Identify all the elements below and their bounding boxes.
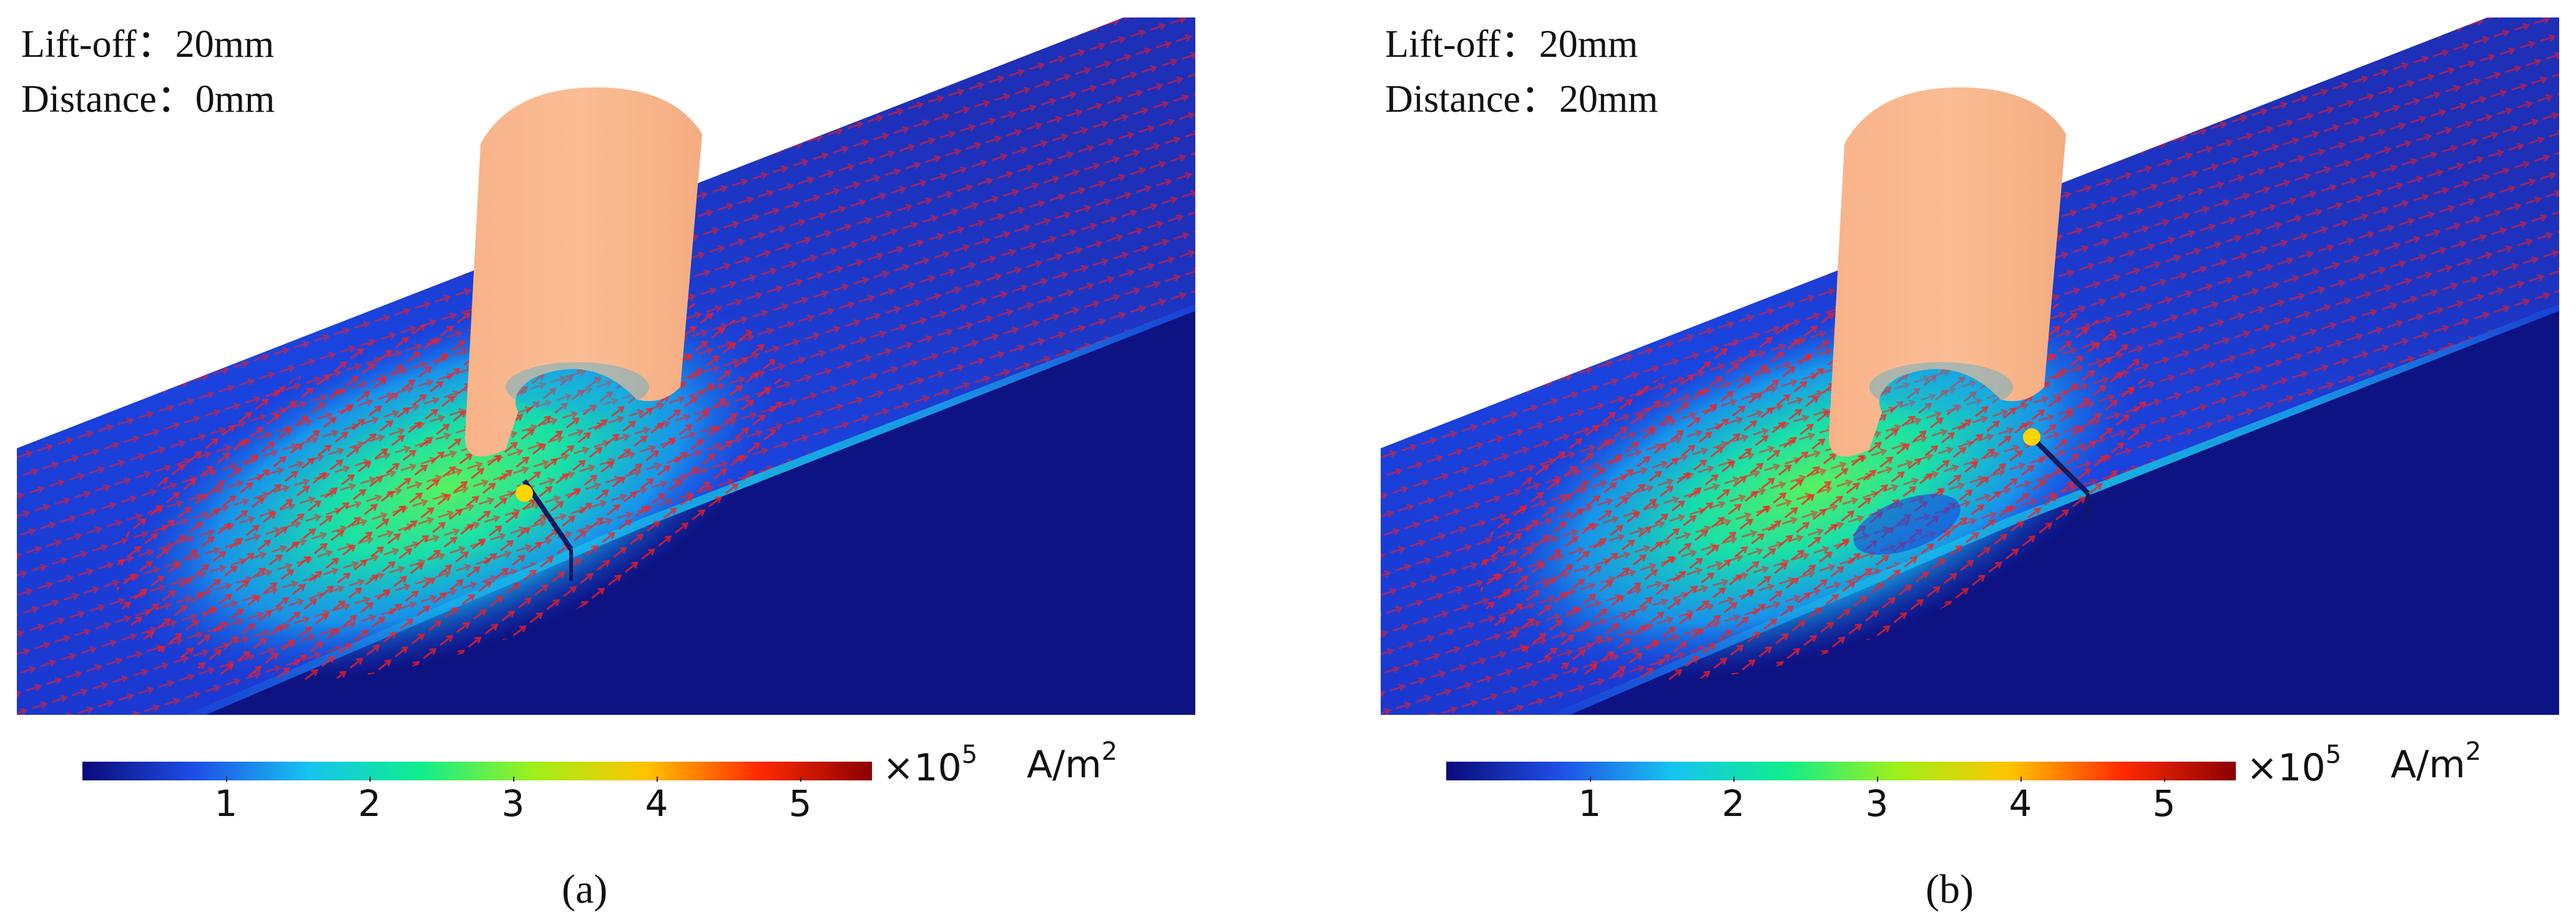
colorbar-multiplier: ×105: [883, 742, 977, 790]
colorbar-tick-mark: [1733, 777, 1735, 782]
colorbar-tick-mark: [1877, 777, 1878, 782]
colorbar-tick-mark: [657, 777, 658, 782]
colorbar-tick-mark: [370, 777, 371, 782]
crack-hotspot: [2023, 428, 2040, 446]
colorbar-tick-label: 4: [2009, 782, 2032, 825]
simulation-scene-a: [17, 17, 1195, 715]
panel-sublabel: (a): [562, 867, 608, 912]
colorbar-tick-label: 5: [2152, 782, 2176, 825]
colorbar-tick-label: 2: [358, 782, 381, 825]
unit-text: A/m: [2391, 743, 2466, 787]
colorbar-tick-label: 1: [214, 782, 238, 825]
colorbar-multiplier: ×105: [2246, 742, 2341, 790]
colorbar-tick-mark: [1590, 777, 1591, 782]
multiplier-text: ×10: [2246, 746, 2326, 790]
colorbar: [1446, 762, 2236, 780]
dense-arrow-zone: [116, 293, 783, 681]
simulation-scene-b: [1381, 17, 2559, 715]
colorbar-unit: A/m2: [1027, 739, 1117, 787]
colorbar-tick-mark: [800, 777, 801, 782]
low-current-shadow: [1853, 494, 1961, 555]
distance-label: Distance：20mm: [1385, 78, 1658, 120]
colorbar-unit: A/m2: [2391, 739, 2481, 787]
colorbar-tick-label: 5: [788, 782, 812, 825]
colorbar-tick-label: 1: [1578, 782, 1602, 825]
colorbar-tick-mark: [2020, 777, 2022, 782]
panel-sublabel: (b): [1926, 867, 1974, 912]
crack-hotspot: [516, 484, 533, 502]
multiplier-exponent: 5: [2325, 740, 2342, 769]
colorbar-tick-mark: [513, 777, 514, 782]
colorbar-tick-mark: [226, 777, 227, 782]
distance-label: Distance：0mm: [21, 78, 275, 120]
unit-exponent: 2: [1101, 737, 1118, 766]
colorbar-tick-label: 3: [501, 782, 525, 825]
liftoff-label: Lift-off：20mm: [21, 23, 275, 66]
colorbar-tick-label: 3: [1865, 782, 1889, 825]
probe-cylinder: [1829, 87, 2066, 457]
dense-arrow-zone: [1480, 293, 2147, 681]
liftoff-label: Lift-off：20mm: [1385, 23, 1638, 66]
probe-bottom: [1869, 362, 2013, 412]
colorbar: [82, 762, 872, 780]
multiplier-text: ×10: [883, 746, 962, 790]
unit-text: A/m: [1027, 743, 1102, 787]
unit-exponent: 2: [2465, 737, 2482, 766]
probe-cylinder: [465, 87, 702, 457]
multiplier-exponent: 5: [961, 740, 978, 769]
probe-bottom: [506, 362, 649, 412]
colorbar-tick-label: 2: [1721, 782, 1745, 825]
colorbar-tick-label: 4: [645, 782, 668, 825]
colorbar-tick-mark: [2164, 777, 2165, 782]
